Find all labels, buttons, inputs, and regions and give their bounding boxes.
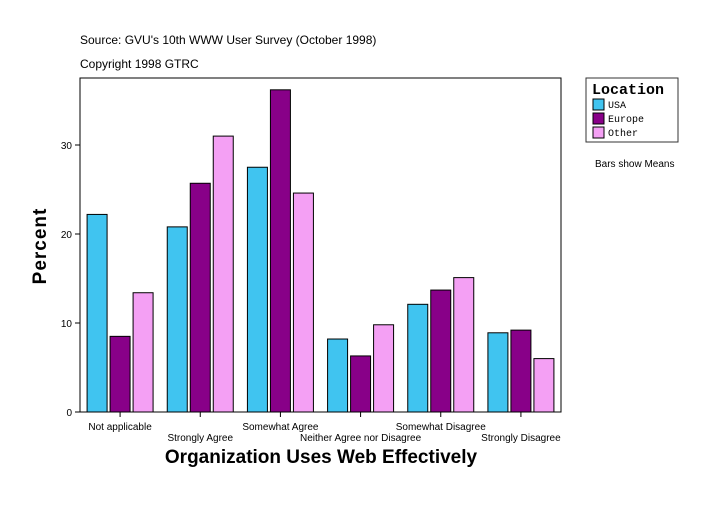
x-tick-label: Not applicable [88, 422, 152, 433]
bar-other [292, 192, 314, 413]
plot-area [79, 77, 562, 413]
legend-label: Other [608, 128, 638, 140]
legend-swatch [592, 112, 605, 125]
legend-swatch [592, 126, 605, 139]
bar-usa [246, 166, 268, 413]
legend: Location USA Europe Other [585, 77, 679, 143]
x-tick-label: Somewhat Disagree [396, 422, 486, 433]
bar-usa [86, 213, 108, 413]
copyright-text: Copyright 1998 GTRC [80, 57, 199, 71]
x-tick-label: Strongly Disagree [481, 433, 561, 444]
bar-usa [166, 226, 188, 413]
bar-other [132, 292, 154, 413]
legend-title: Location [592, 82, 664, 99]
y-axis-label: Percent [30, 208, 51, 285]
bar-europe [269, 89, 291, 413]
bar-other [373, 324, 395, 413]
x-tick-label: Strongly Agree [167, 433, 233, 444]
x-tick-label: Somewhat Agree [242, 422, 319, 433]
bar-usa [327, 338, 349, 413]
legend-swatch [592, 98, 605, 111]
x-tick-label: Neither Agree nor Disagree [300, 433, 422, 444]
legend-label: USA [608, 101, 626, 112]
y-tick-label: 10 [61, 319, 73, 330]
bar-other [212, 135, 234, 413]
bar-other [533, 358, 555, 413]
bar-other [453, 277, 475, 413]
bar-europe [350, 355, 372, 413]
bar-usa [407, 303, 429, 413]
bar-europe [189, 182, 211, 413]
y-tick-label: 30 [61, 141, 73, 152]
bar-europe [510, 329, 532, 413]
bar-europe [430, 289, 452, 413]
legend-label: Europe [608, 115, 644, 126]
y-tick-label: 0 [66, 408, 72, 419]
note-text: Bars show Means [595, 159, 674, 170]
bar-europe [109, 335, 131, 413]
y-tick-label: 20 [61, 230, 73, 241]
source-text: Source: GVU's 10th WWW User Survey (Octo… [80, 33, 376, 47]
bar-usa [487, 332, 509, 413]
x-axis-label: Organization Uses Web Effectively [165, 447, 478, 468]
